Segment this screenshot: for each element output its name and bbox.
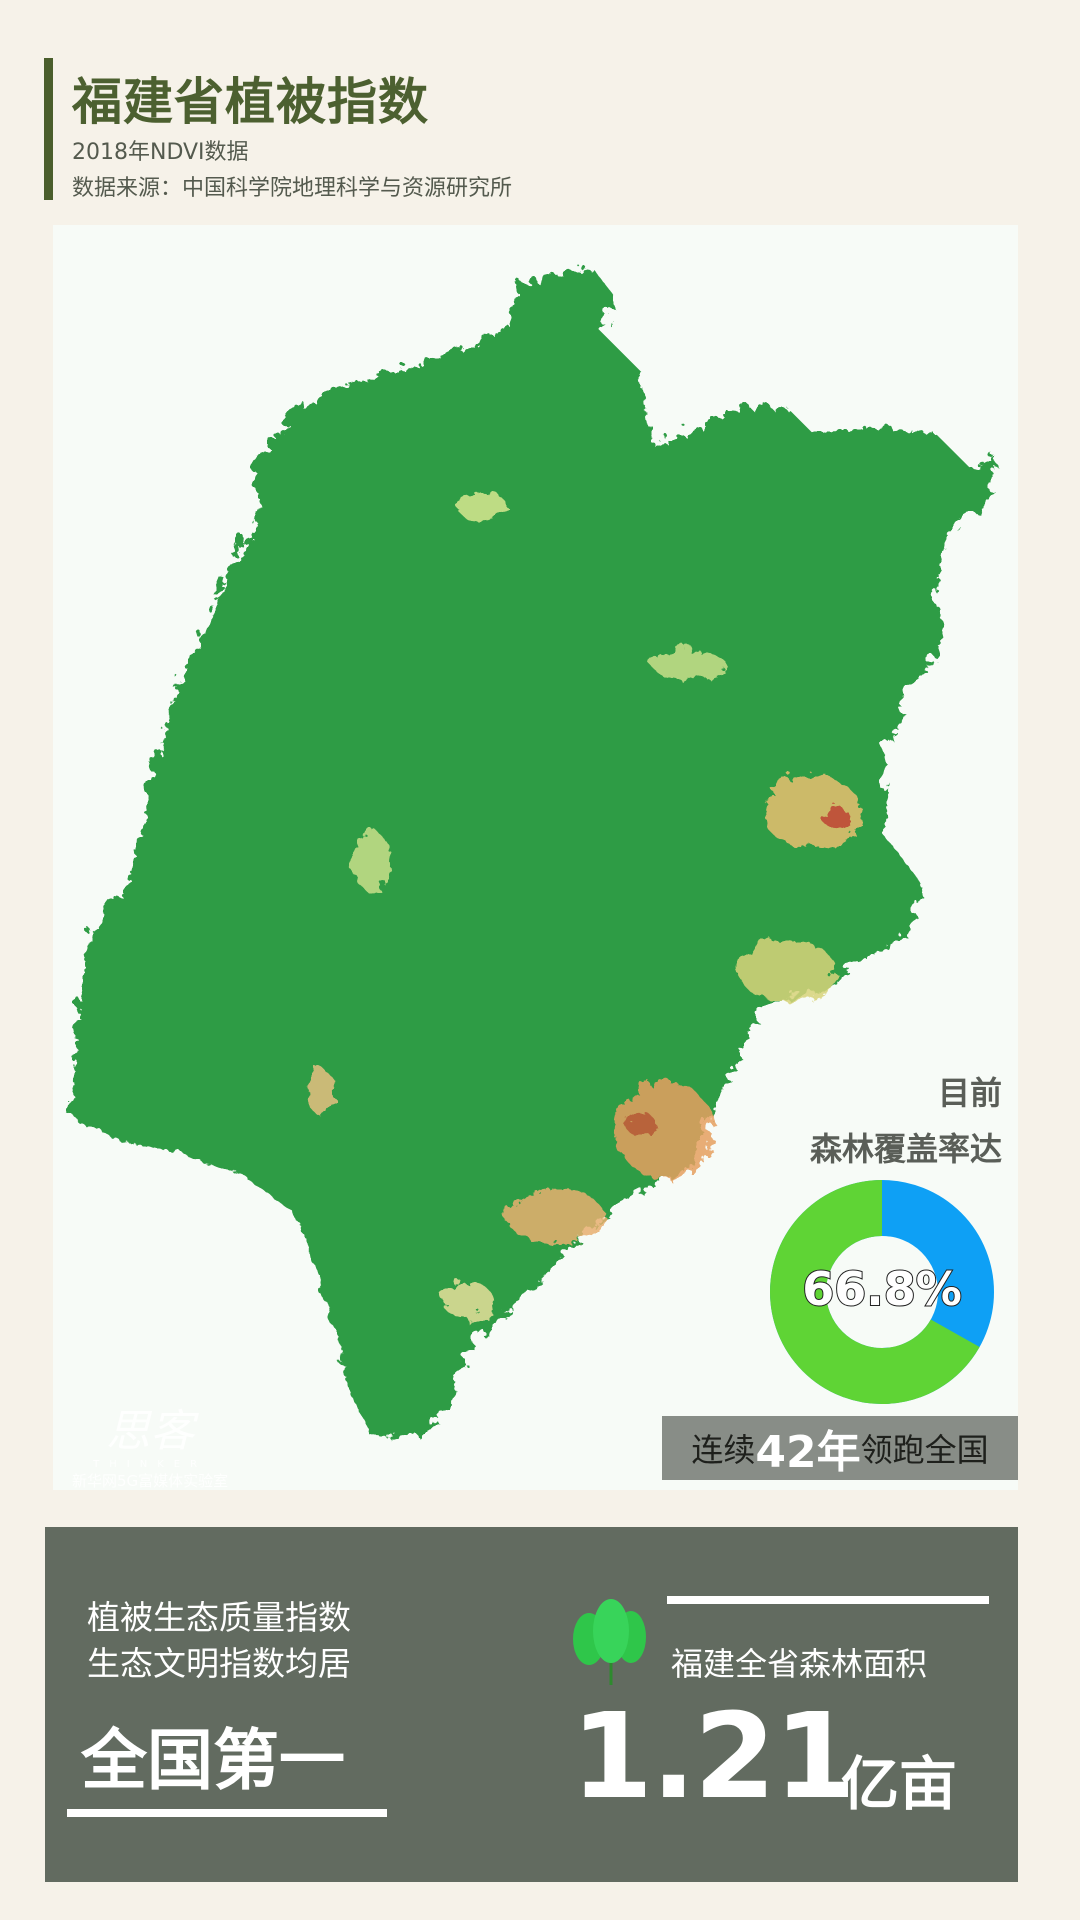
forest-area-label: 福建全省森林面积 [671, 1645, 928, 1683]
watermark-en: THINKER [93, 1459, 208, 1470]
donut-forest-segment [770, 1180, 994, 1404]
banner-suffix: 领跑全国 [860, 1431, 989, 1469]
left-line1: 植被生态质量指数 [87, 1598, 351, 1637]
subtitle: 2018年NDVI数据 [72, 140, 249, 165]
watermark-org: 新华网5G富媒体实验室 [72, 1472, 229, 1490]
left-line2: 生态文明指数均居 [87, 1644, 351, 1683]
coverage-label-current: 目前 [937, 1074, 1002, 1112]
stats-panel: 植被生态质量指数 生态文明指数均居 全国第一 福建全省森林面积 1.21 亿亩 [45, 1527, 1018, 1882]
accent-bar [44, 58, 53, 200]
data-source: 数据来源：中国科学院地理科学与资源研究所 [72, 176, 513, 201]
watermark-logo: 思客 THINKER 新华网5G富媒体实验室 [72, 1395, 228, 1491]
leading-banner: 连续 42年 领跑全国 [662, 1416, 1018, 1480]
coverage-donut [770, 1180, 994, 1404]
page-title: 福建省植被指数 [72, 73, 429, 131]
coverage-label: 森林覆盖率达 [809, 1130, 1002, 1168]
banner-highlight: 42年 [755, 1427, 861, 1478]
watermark-brand: 思客 [106, 1406, 195, 1457]
forest-area-number: 1.21 [571, 1687, 856, 1825]
divider-right [667, 1596, 989, 1604]
tree-icon [573, 1599, 646, 1685]
forest-area-unit: 亿亩 [841, 1750, 958, 1818]
rank-text: 全国第一 [81, 1722, 345, 1799]
coverage-value: 66.8% [801, 1261, 963, 1317]
banner-prefix: 连续 [691, 1431, 756, 1469]
divider-left [67, 1809, 387, 1817]
